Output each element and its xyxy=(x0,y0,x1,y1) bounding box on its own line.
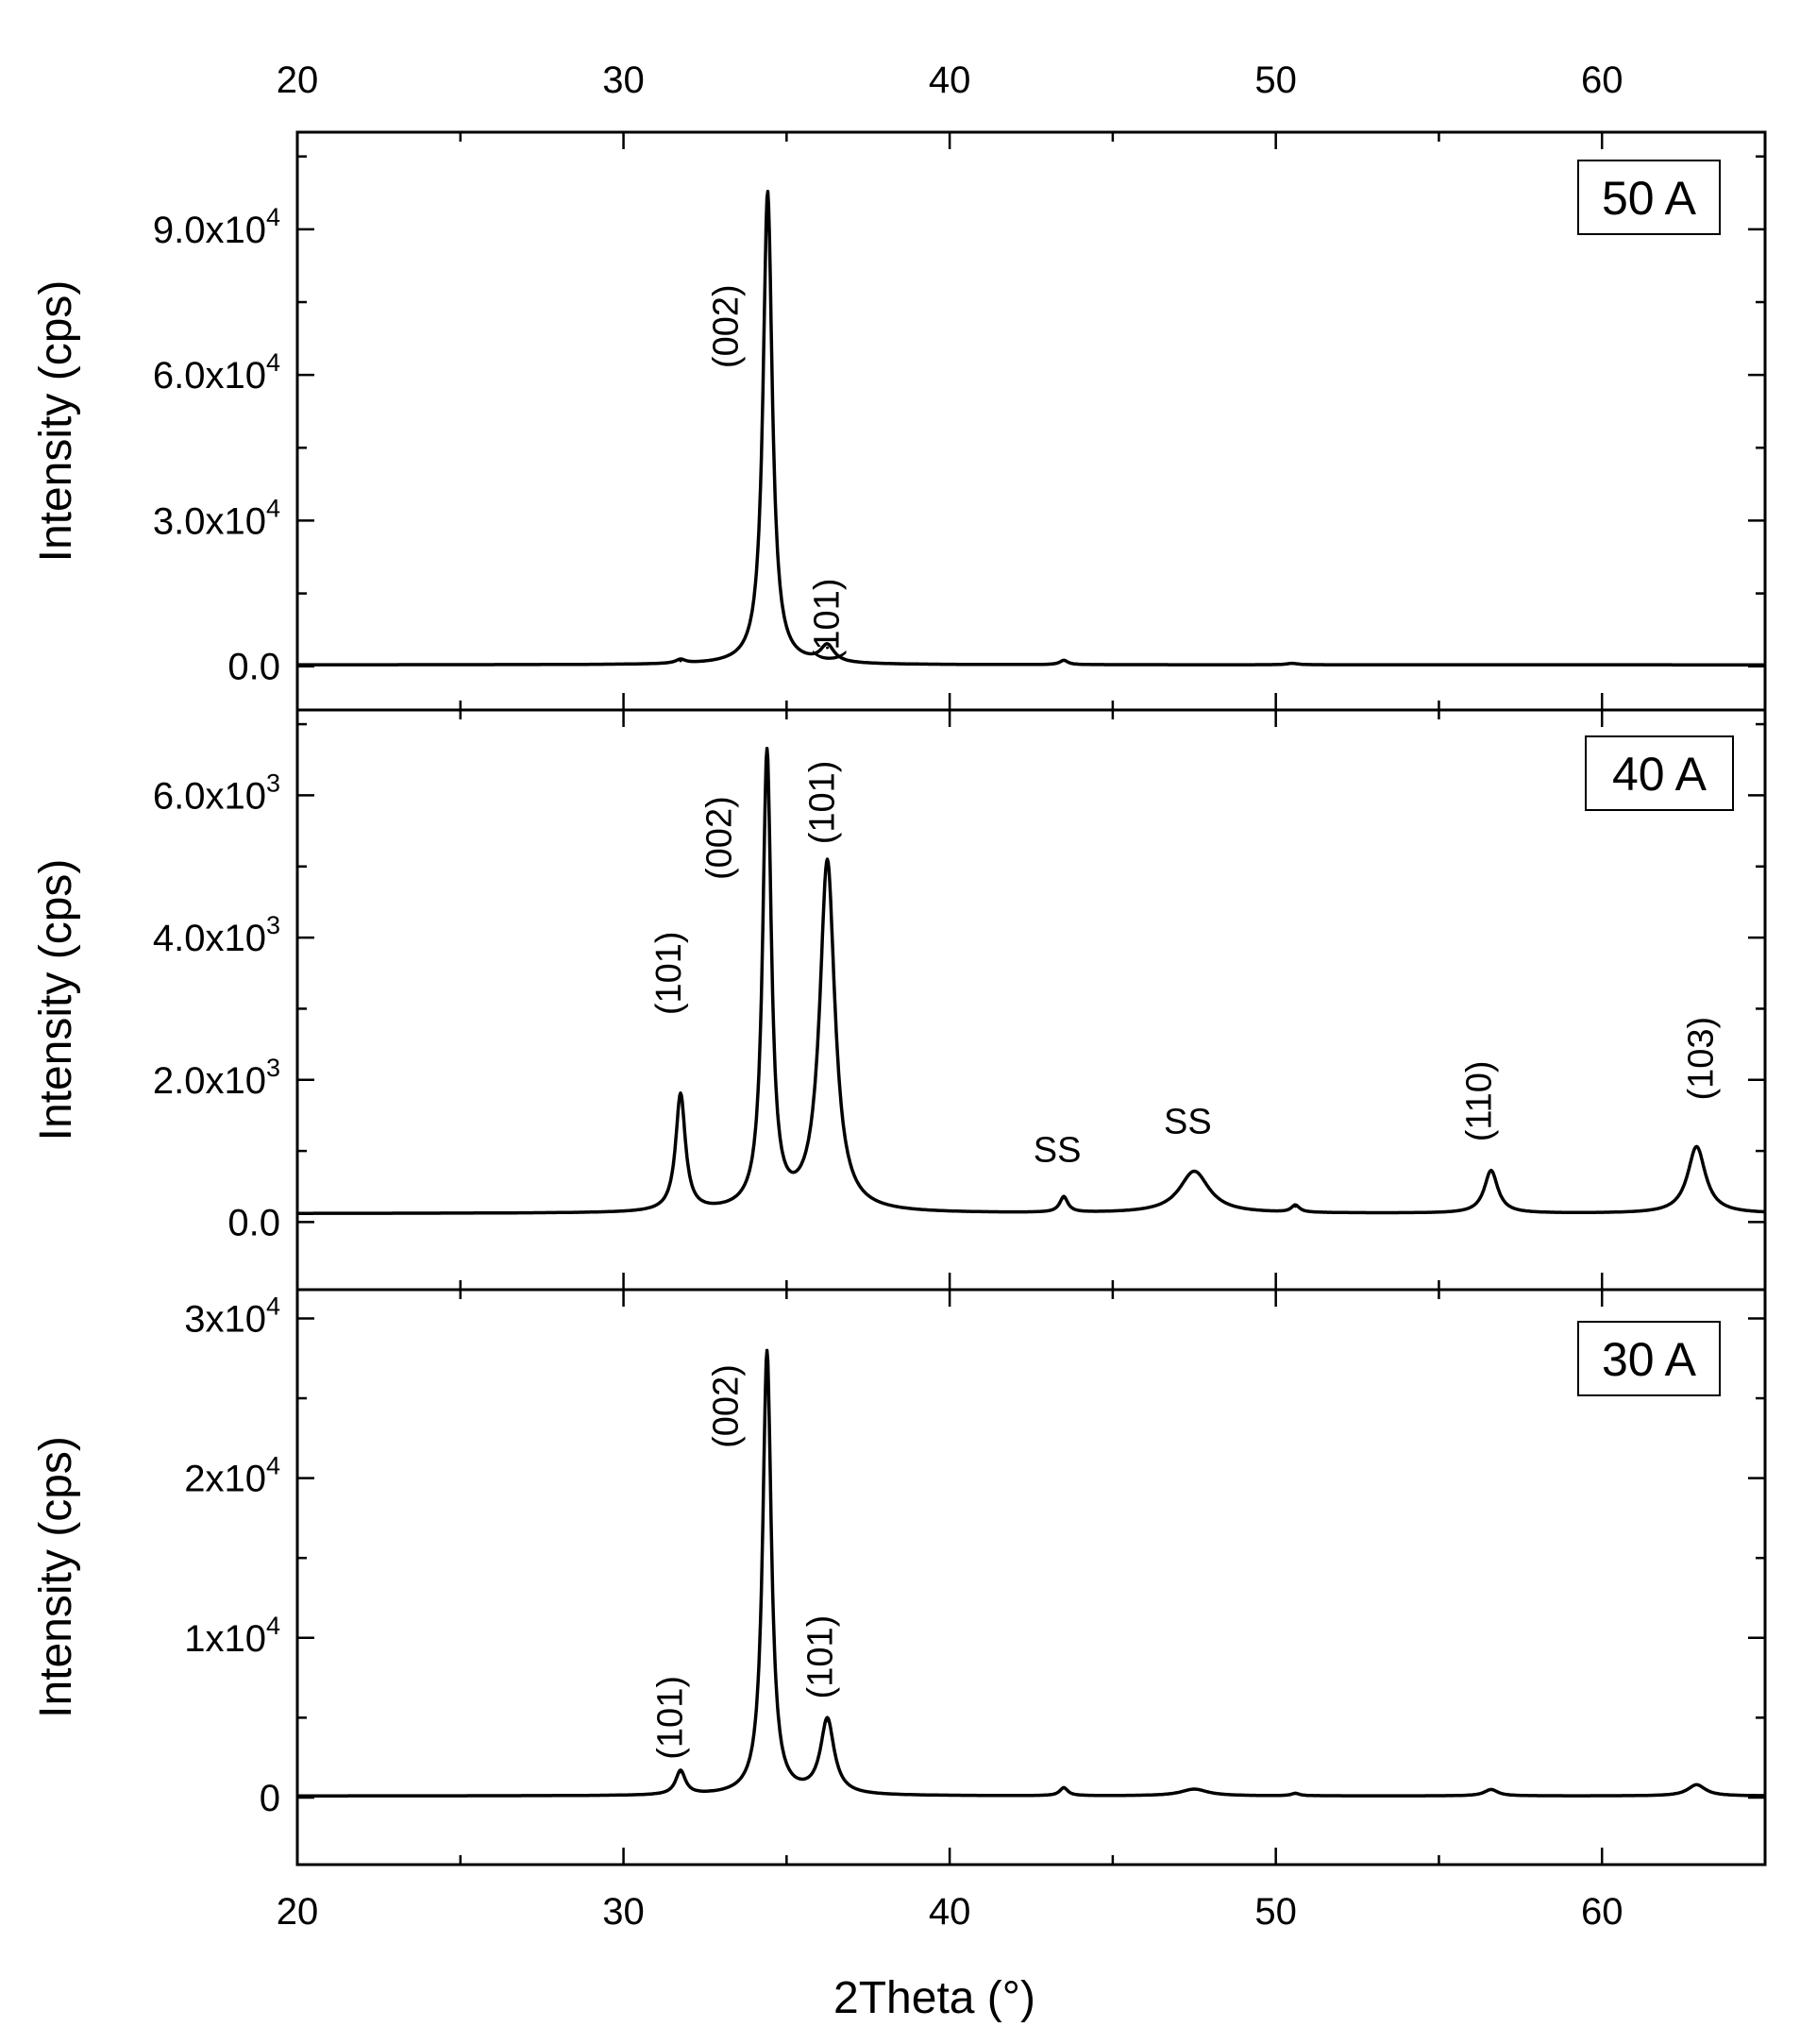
peak-apex xyxy=(679,1770,682,1774)
peak-apex xyxy=(1062,659,1066,663)
peak-apex xyxy=(826,861,830,865)
peak-apex xyxy=(1293,1792,1297,1796)
peak-index-label: (002) xyxy=(700,796,740,880)
y-axis-title: Intensity (cps) xyxy=(31,859,81,1141)
peak-apex xyxy=(826,1719,830,1723)
peak-index-label: (002) xyxy=(707,284,747,368)
y-axis: 0 1x104 2x104 3x104 xyxy=(184,1292,1765,1819)
bottom-x-axis: 20 30 40 50 60 xyxy=(277,1891,1623,1933)
peak-apex xyxy=(1489,1169,1493,1173)
bottom-x-tick-label: 50 xyxy=(1254,1891,1297,1933)
panel-frame xyxy=(295,130,1767,712)
y-axis-title: Intensity (cps) xyxy=(31,1436,81,1718)
y-tick-label: 3.0x104 xyxy=(153,494,280,542)
peak-apex xyxy=(1489,1787,1493,1791)
peak-index-label: (103) xyxy=(1682,1017,1722,1101)
peak-annotations: (002) (101) xyxy=(707,284,848,662)
peak-markers xyxy=(679,1350,1698,1796)
bottom-x-tick-label: 60 xyxy=(1581,1891,1623,1933)
top-x-tick-label: 60 xyxy=(1581,59,1623,101)
bottom-x-tick-label: 20 xyxy=(277,1891,319,1933)
peak-annotations: (101) (002) (101) xyxy=(651,1364,841,1760)
top-x-tick-label: 50 xyxy=(1254,59,1297,101)
substrate-peak-label: SS xyxy=(1034,1130,1082,1170)
x-axis-title: 2Theta (°) xyxy=(833,1973,1035,2023)
y-tick-label: 2x104 xyxy=(184,1452,280,1500)
peak-apex xyxy=(1694,1145,1698,1149)
peak-markers xyxy=(679,190,1294,666)
y-axis: 0.0 3.0x104 6.0x104 9.0x104 xyxy=(153,155,1765,688)
peak-apex xyxy=(1192,1787,1196,1791)
panel-label-box xyxy=(1577,160,1721,235)
peak-apex xyxy=(1192,1170,1196,1174)
y-axis: 0.0 2.0x103 4.0x103 6.0x103 xyxy=(153,722,1765,1243)
peak-index-label: (101) xyxy=(801,1615,841,1699)
y-axis-title: Intensity (cps) xyxy=(31,280,81,563)
peak-index-label: (101) xyxy=(651,1676,691,1760)
peak-index-label: (110) xyxy=(1460,1060,1500,1141)
peak-annotations: (101) (002) (101) SS SS (110) (103) xyxy=(649,761,1722,1171)
panel-label: 40 A xyxy=(1585,735,1734,811)
peak-apex xyxy=(1290,662,1294,666)
peak-index-label: (101) xyxy=(802,761,842,845)
y-tick-label: 1x104 xyxy=(184,1612,280,1660)
peak-apex xyxy=(1293,1205,1297,1208)
peak-index-label: (101) xyxy=(808,578,848,662)
y-tick-label: 0.0 xyxy=(227,647,280,688)
peak-apex xyxy=(1694,1782,1698,1786)
panel-30A: 0 1x104 2x104 3x104 Intensity (cps) (101) (002… xyxy=(31,1288,1767,1867)
panel-label-text: 50 A xyxy=(1602,172,1697,225)
peak-apex xyxy=(765,1350,769,1354)
panel-label-text: 30 A xyxy=(1602,1333,1697,1386)
panels: 0.0 3.0x104 6.0x104 9.0x104 Intensity (cps) (… xyxy=(31,130,1767,1867)
panel-label: 30 A xyxy=(1577,1321,1721,1396)
panel-40A: 0.0 2.0x103 4.0x103 6.0x103 Intensity (cps) (… xyxy=(31,708,1767,1292)
peak-apex xyxy=(679,1094,682,1098)
x-ticks xyxy=(295,132,1604,710)
y-tick-label: 9.0x104 xyxy=(153,203,280,251)
y-tick-label: 6.0x103 xyxy=(153,769,280,817)
peak-markers xyxy=(679,755,1698,1208)
xrd-trace-30A xyxy=(296,1348,1766,1798)
peak-apex xyxy=(826,646,830,650)
bottom-x-tick-label: 30 xyxy=(602,1891,645,1933)
panel-label-box xyxy=(1577,1321,1721,1396)
top-x-tick-label: 20 xyxy=(277,59,319,101)
panel-frame xyxy=(295,1288,1767,1867)
y-tick-label: 4.0x103 xyxy=(153,911,280,959)
panel-label: 50 A xyxy=(1577,160,1721,235)
y-tick-label: 3x104 xyxy=(184,1292,280,1340)
y-tick-label: 2.0x103 xyxy=(153,1054,280,1102)
panel-50A: 0.0 3.0x104 6.0x104 9.0x104 Intensity (cps) (… xyxy=(31,130,1767,712)
peak-apex xyxy=(1062,1196,1066,1200)
x-ticks xyxy=(295,1290,1604,1865)
y-tick-label: 0.0 xyxy=(227,1202,280,1243)
top-x-tick-label: 40 xyxy=(929,59,971,101)
top-x-tick-label: 30 xyxy=(602,59,645,101)
y-tick-label: 6.0x104 xyxy=(153,348,280,397)
x-ticks xyxy=(295,710,1604,1290)
bottom-x-tick-label: 40 xyxy=(929,1891,971,1933)
xrd-trace-40A xyxy=(296,746,1766,1215)
peak-apex xyxy=(1062,1786,1066,1790)
peak-index-label: (101) xyxy=(649,931,689,1015)
xrd-trace-50A xyxy=(296,190,1766,667)
peak-index-label: (002) xyxy=(707,1364,747,1448)
peak-apex xyxy=(679,659,682,663)
y-tick-label: 0 xyxy=(260,1778,280,1819)
peak-apex xyxy=(765,190,769,194)
peak-apex xyxy=(765,755,769,759)
panel-frame xyxy=(295,708,1767,1292)
panel-label-text: 40 A xyxy=(1612,748,1707,801)
panel-label-box xyxy=(1585,735,1734,811)
top-x-axis: 20 30 40 50 60 xyxy=(277,59,1623,101)
substrate-peak-label: SS xyxy=(1164,1102,1212,1141)
